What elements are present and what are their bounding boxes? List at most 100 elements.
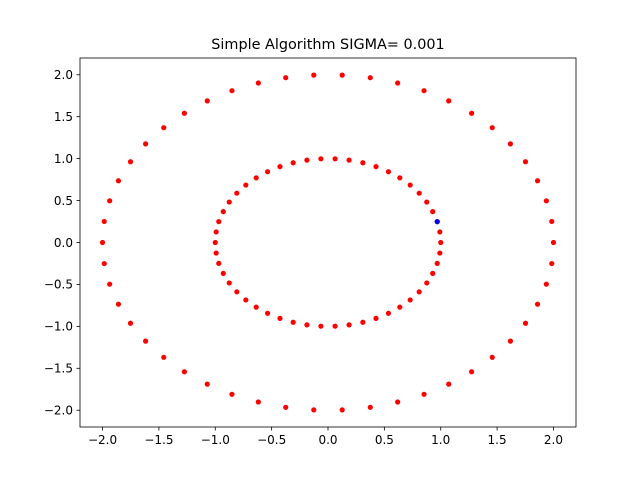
data-point: [127, 159, 134, 165]
data-point: [339, 407, 345, 413]
data-point: [339, 72, 345, 78]
data-point: [437, 229, 443, 235]
x-tick-label: −1.5: [144, 433, 173, 447]
data-point: [507, 338, 513, 344]
data-point: [204, 381, 210, 387]
data-point: [434, 219, 440, 225]
data-point: [290, 160, 296, 166]
data-point: [446, 98, 452, 104]
data-point: [216, 260, 222, 266]
data-point: [522, 320, 529, 326]
data-point: [226, 280, 232, 286]
x-tick-label: −2.0: [88, 433, 117, 447]
data-point: [395, 80, 401, 86]
data-point: [424, 199, 430, 205]
data-point: [212, 239, 218, 246]
data-point: [115, 301, 122, 307]
data-point: [346, 157, 352, 163]
data-point: [213, 250, 219, 256]
data-point: [430, 270, 436, 276]
y-tick-label: 0.0: [54, 236, 73, 250]
data-point: [489, 354, 495, 360]
data-point: [367, 404, 373, 410]
data-point: [434, 260, 440, 266]
data-point: [243, 297, 249, 303]
data-point: [264, 169, 271, 175]
data-point: [243, 182, 249, 188]
data-point: [99, 239, 106, 246]
data-point: [395, 399, 401, 405]
data-point: [181, 369, 187, 375]
data-point: [522, 159, 529, 165]
data-point: [311, 72, 317, 78]
data-point: [469, 110, 475, 116]
data-point: [283, 75, 289, 81]
data-point: [397, 175, 403, 181]
data-point: [421, 391, 427, 397]
data-point: [253, 175, 259, 181]
data-point: [220, 209, 226, 215]
data-point: [437, 250, 443, 256]
data-point: [255, 80, 261, 86]
data-point: [204, 98, 210, 104]
data-point: [234, 190, 240, 196]
plot-frame: [79, 57, 577, 428]
y-tick-label: −2.0: [44, 404, 73, 418]
data-point: [407, 182, 413, 188]
x-tick-label: 0.0: [318, 433, 337, 447]
x-tick-label: 2.0: [544, 433, 563, 447]
data-point: [253, 304, 259, 310]
data-point: [213, 229, 219, 235]
data-point: [549, 218, 555, 225]
data-point: [216, 219, 222, 225]
x-tick-label: 1.0: [431, 433, 450, 447]
data-point: [424, 280, 430, 286]
x-tick-label: −0.5: [257, 433, 286, 447]
data-point: [346, 322, 352, 328]
y-tick-label: 1.5: [54, 110, 73, 124]
data-point: [416, 289, 422, 295]
data-points: [99, 72, 557, 413]
data-point: [489, 125, 495, 131]
data-point: [115, 178, 122, 184]
y-tick-label: 2.0: [54, 68, 73, 82]
data-point: [283, 404, 289, 410]
chart-title: Simple Algorithm SIGMA= 0.001: [211, 37, 444, 53]
data-point: [534, 301, 541, 307]
data-point: [360, 319, 366, 325]
data-point: [318, 323, 324, 329]
data-point: [290, 319, 296, 325]
y-tick-label: 0.5: [54, 194, 73, 208]
data-point: [161, 354, 167, 360]
data-point: [550, 239, 557, 246]
data-point: [304, 322, 310, 328]
data-point: [385, 169, 392, 175]
x-tick-label: 1.5: [488, 433, 507, 447]
data-point: [373, 315, 379, 321]
data-point: [181, 110, 187, 116]
data-point: [234, 289, 240, 295]
data-point: [469, 369, 475, 375]
data-point: [332, 323, 338, 329]
data-point: [264, 310, 271, 316]
y-tick-label: 1.0: [54, 152, 73, 166]
data-point: [277, 164, 283, 170]
data-point: [421, 88, 427, 94]
data-point: [107, 198, 113, 204]
data-point: [360, 160, 366, 166]
data-point: [416, 190, 422, 196]
y-tick-label: −1.0: [44, 320, 73, 334]
data-point: [220, 270, 226, 276]
x-tick-label: 0.5: [375, 433, 394, 447]
data-point: [229, 88, 235, 94]
data-point: [549, 260, 555, 267]
data-point: [226, 199, 232, 205]
data-point: [438, 239, 444, 246]
data-point: [407, 297, 413, 303]
data-point: [332, 156, 338, 162]
y-tick-label: −0.5: [44, 278, 73, 292]
data-point: [255, 399, 261, 405]
data-point: [543, 198, 549, 204]
